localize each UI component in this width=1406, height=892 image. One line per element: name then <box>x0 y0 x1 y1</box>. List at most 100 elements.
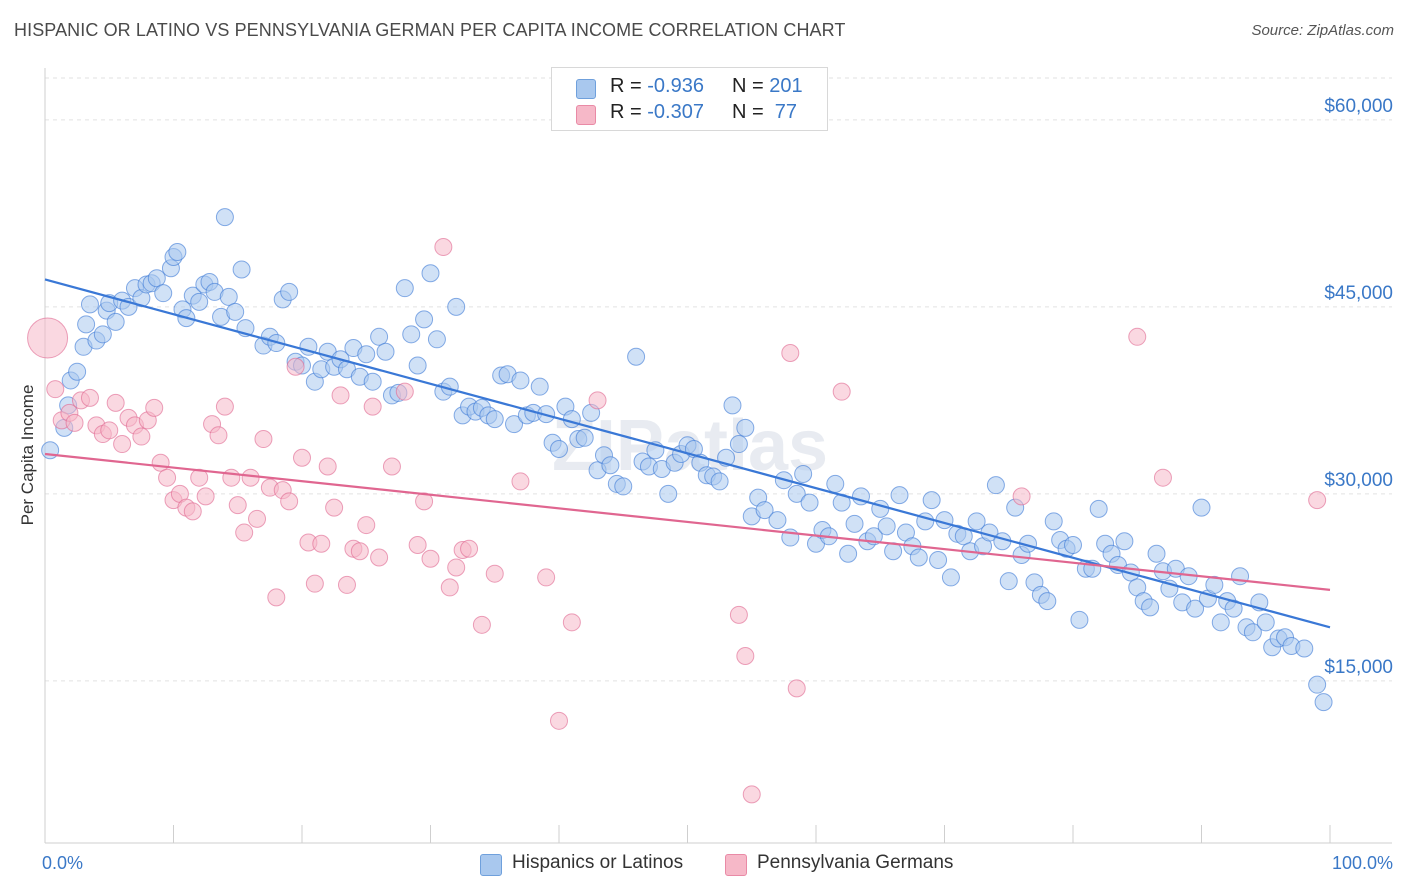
data-point <box>267 588 286 607</box>
data-point <box>845 514 864 533</box>
data-point <box>415 492 434 511</box>
x-tick-label-end: 100.0% <box>1332 853 1393 873</box>
legend-n-value: 77 <box>769 101 798 123</box>
data-point <box>415 310 434 329</box>
data-point <box>1038 592 1057 611</box>
data-point <box>755 501 774 520</box>
data-point <box>293 448 311 467</box>
data-point <box>800 493 819 512</box>
data-point <box>68 362 87 381</box>
data-point <box>132 427 151 446</box>
data-point <box>318 457 337 476</box>
data-point <box>421 549 440 568</box>
data-point <box>215 208 234 227</box>
data-point <box>147 269 166 288</box>
data-point <box>826 474 845 493</box>
series-pa-germans <box>27 238 1327 804</box>
data-point <box>941 568 960 587</box>
data-point <box>537 568 556 587</box>
data-point <box>511 371 530 390</box>
legend-n-label: N = <box>732 75 770 97</box>
data-point <box>472 615 491 634</box>
data-point <box>588 391 607 410</box>
legend-row-hispanics: R = -0.936 N = 201 <box>552 75 827 103</box>
data-point <box>370 548 389 567</box>
data-point <box>219 287 238 306</box>
data-point <box>151 453 170 472</box>
y-tick-label: $30,000 <box>1324 470 1393 491</box>
data-point <box>226 302 245 321</box>
data-point <box>1070 610 1089 629</box>
data-point <box>196 487 215 506</box>
data-point <box>27 317 69 359</box>
data-point <box>106 312 125 331</box>
data-point <box>986 476 1005 495</box>
data-point <box>190 292 209 311</box>
data-point <box>729 435 748 454</box>
y-tick-label: $15,000 <box>1324 657 1393 678</box>
stats-legend: R = -0.936 N = 201 R = -0.307 N = 77 <box>551 67 828 131</box>
data-point <box>395 382 414 401</box>
chart-title: HISPANIC OR LATINO VS PENNSYLVANIA GERMA… <box>14 20 846 40</box>
legend-r-label: R = <box>610 101 648 123</box>
data-point <box>967 512 986 531</box>
data-point <box>183 502 202 521</box>
legend-r-label: R = <box>610 75 648 97</box>
data-point <box>93 325 112 344</box>
bottom-legend-swatch-pink <box>725 854 747 876</box>
data-point <box>145 398 164 417</box>
data-point <box>839 544 858 563</box>
data-point <box>877 517 896 536</box>
data-point <box>1211 613 1230 632</box>
data-point <box>781 344 800 363</box>
data-point <box>215 397 234 416</box>
data-point <box>729 605 748 624</box>
data-point <box>999 572 1018 591</box>
data-point <box>601 456 620 475</box>
trend-line <box>44 452 1331 591</box>
data-point <box>530 377 549 396</box>
data-point <box>370 327 389 346</box>
data-point <box>154 284 173 303</box>
data-point <box>710 472 729 491</box>
data-point <box>562 410 581 429</box>
data-point <box>209 426 228 445</box>
data-point <box>408 536 427 555</box>
trend-lines <box>44 278 1331 629</box>
data-point <box>1186 599 1205 618</box>
data-point <box>909 548 928 567</box>
data-point <box>575 428 594 447</box>
data-point <box>280 492 299 511</box>
data-point <box>235 523 254 542</box>
data-point <box>1256 613 1275 632</box>
data-point <box>434 238 453 257</box>
data-point <box>1147 544 1166 563</box>
data-point <box>100 421 119 440</box>
legend-r-value: -0.936 <box>647 75 704 97</box>
data-point <box>1044 512 1063 531</box>
data-point <box>929 550 948 569</box>
legend-swatch-pink <box>576 105 596 125</box>
data-point <box>363 397 382 416</box>
data-point <box>1141 598 1160 617</box>
data-point <box>1231 567 1250 586</box>
data-point <box>168 243 187 262</box>
data-point <box>1295 639 1314 658</box>
data-point <box>742 785 761 804</box>
data-point <box>614 477 633 496</box>
data-point <box>305 574 324 593</box>
data-point <box>402 325 421 344</box>
data-point <box>1128 327 1147 346</box>
data-point <box>254 430 273 449</box>
data-point <box>376 342 395 361</box>
data-point <box>286 357 305 376</box>
x-tick-label-start: 0.0% <box>42 853 83 873</box>
bottom-legend-swatch-blue <box>480 854 502 876</box>
data-point <box>1153 468 1172 487</box>
data-point <box>1115 532 1134 551</box>
data-point <box>768 511 787 530</box>
y-tick-label: $45,000 <box>1324 283 1393 304</box>
y-axis-label: Per Capita Income <box>18 385 37 526</box>
legend-n-label: N = <box>732 101 770 123</box>
tick-labels: $15,000 $30,000 $45,000 $60,000 0.0% 100.0% <box>42 96 1393 873</box>
